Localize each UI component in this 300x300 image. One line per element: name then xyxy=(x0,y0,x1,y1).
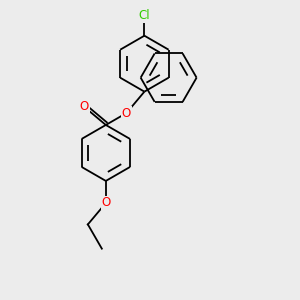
Text: O: O xyxy=(80,100,89,113)
Text: Cl: Cl xyxy=(139,10,150,22)
Text: O: O xyxy=(122,106,131,120)
Text: O: O xyxy=(101,196,110,209)
